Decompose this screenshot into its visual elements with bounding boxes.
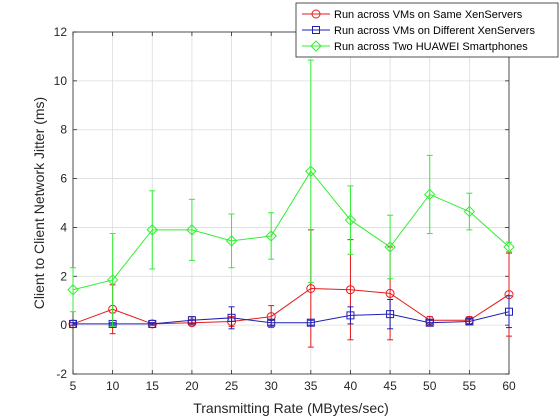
data-point [227,313,236,322]
series-group [67,59,515,348]
legend-label: Run across VMs on Same XenServers [334,9,523,21]
data-point [505,307,513,316]
x-ticks: 5 10 15 20 25 30 35 40 45 50 55 60 [70,32,516,393]
x-tick-label: 45 [383,379,397,393]
x-tick-label: 5 [70,379,77,393]
legend-marker [310,40,322,52]
y-tick-label: 8 [60,123,67,137]
legend-item: Run across VMs on Same XenServers [302,9,523,21]
data-point [265,230,277,242]
y-tick-label: 0 [60,318,67,332]
x-tick-label: 10 [106,379,120,393]
data-point [463,205,476,218]
data-point [305,165,317,177]
legend: Run across VMs on Same XenServers Run acr… [295,2,559,58]
series-line [72,170,510,291]
data-point [384,241,396,253]
y-tick-label: -2 [56,367,67,381]
y-tick-label: 4 [60,220,67,234]
data-point [346,311,355,320]
legend-box [295,2,559,58]
data-point [306,284,316,293]
y-tick-label: 2 [60,269,67,283]
x-tick-label: 40 [344,379,358,393]
data-point [69,319,77,328]
data-point [225,235,238,247]
data-point [424,188,436,201]
data-point [503,241,515,253]
y-axis-label: Client to Client Network Jitter (ms) [31,97,47,309]
series-circle [68,229,514,348]
plot-frame [72,31,510,375]
data-point [465,317,474,326]
x-tick-label: 50 [423,379,437,393]
data-point [106,274,119,286]
y-tick-label: 12 [54,25,68,39]
x-axis-label: Transmitting Rate (MBytes/sec) [193,400,389,416]
data-point [67,284,79,296]
data-point [187,316,196,325]
x-tick-label: 35 [304,379,318,393]
x-tick-label: 30 [265,379,279,393]
x-tick-label: 25 [225,379,239,393]
legend-marker [312,26,320,34]
legend-label: Run across Two HUAWEI Smartphones [334,41,528,53]
data-point [386,310,395,319]
series-line [73,311,510,325]
y-tick-label: 6 [60,172,67,186]
data-point [306,318,315,327]
data-point [425,318,434,327]
legend-item: Run across Two HUAWEI Smartphones [302,40,528,53]
data-point [345,285,355,295]
data-point [186,224,198,236]
y-tick-label: 10 [54,74,68,88]
data-point [344,214,357,226]
series-line [72,287,510,325]
x-tick-label: 60 [502,379,516,393]
x-tick-label: 15 [146,379,160,393]
legend-label: Run across VMs on Different XenServers [334,25,535,37]
data-point [148,319,157,328]
series-diamond [67,59,515,327]
data-point [267,318,276,327]
data-point [385,288,395,298]
legend-marker [311,9,321,19]
y-ticks: -2 0 2 4 6 8 10 12 [54,25,509,381]
data-point [146,224,158,236]
x-tick-label: 20 [185,379,199,393]
x-tick-label: 55 [463,379,477,393]
legend-item: Run across VMs on Different XenServers [302,25,535,37]
series-square [69,295,513,330]
